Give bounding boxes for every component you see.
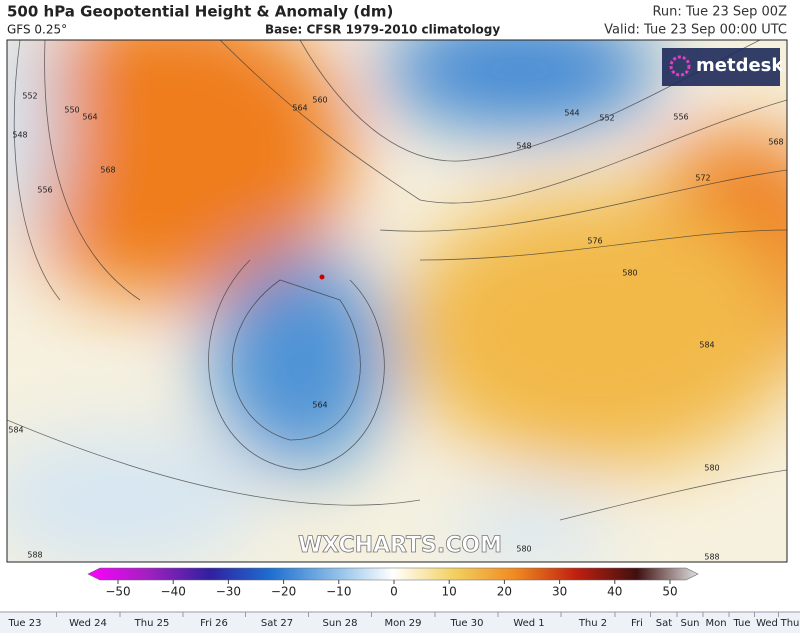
contour-label: 568 <box>100 166 115 175</box>
day-label: Fri 26 <box>200 618 228 629</box>
marker <box>319 274 325 280</box>
contour-label: 564 <box>82 113 97 122</box>
day-label: Wed <box>756 618 778 629</box>
contour-label: 588 <box>704 553 719 562</box>
contour-label: 560 <box>312 96 327 105</box>
colorbar-tick-label: 30 <box>552 585 567 599</box>
colorbar-tick-label: 50 <box>662 585 677 599</box>
day-label: Tue <box>732 618 750 629</box>
colorbar-tick-label: −10 <box>326 585 351 599</box>
contour-label: 568 <box>768 138 783 147</box>
contour-label: 552 <box>599 114 614 123</box>
contour-label: 548 <box>516 142 531 151</box>
timeline <box>0 612 800 633</box>
title: 500 hPa Geopotential Height & Anomaly (d… <box>7 3 393 21</box>
run: Run: Tue 23 Sep 00Z <box>652 5 787 20</box>
valid: Valid: Tue 23 Sep 00:00 UTC <box>604 23 787 38</box>
colorbar-tick-label: 10 <box>442 585 457 599</box>
base: Base: CFSR 1979-2010 climatology <box>265 23 500 37</box>
contour-label: 572 <box>695 174 710 183</box>
day-label: Sun <box>680 618 699 629</box>
colorbar-tick-label: −50 <box>105 585 130 599</box>
contour-label: 548 <box>12 131 27 140</box>
colorbar-tick-label: 40 <box>607 585 622 599</box>
colorbar-tick-label: 20 <box>497 585 512 599</box>
day-label: Sat <box>656 618 672 629</box>
contour-label: 584 <box>8 426 23 435</box>
colorbar <box>87 567 699 581</box>
day-label: Mon 29 <box>385 618 422 629</box>
colorbar-tick-label: −40 <box>161 585 186 599</box>
day-label: Tue 30 <box>450 618 484 629</box>
contour-label: 580 <box>704 464 719 473</box>
day-label: Thu <box>780 618 800 629</box>
day-label: Sun 28 <box>323 618 358 629</box>
contour-label: 544 <box>564 109 579 118</box>
day-label: Fri <box>631 618 643 629</box>
model: GFS 0.25° <box>7 23 67 37</box>
logo: metdesk <box>696 55 784 76</box>
day-label: Wed 1 <box>513 618 544 629</box>
day-label: Thu 2 <box>578 618 607 629</box>
map-frame <box>6 39 788 563</box>
contour-label: 564 <box>312 401 327 410</box>
contour-label: 564 <box>292 104 307 113</box>
colorbar-tick-label: −30 <box>216 585 241 599</box>
contour-label: 576 <box>587 237 602 246</box>
contour-label: 556 <box>673 113 688 122</box>
day-label: Tue 23 <box>8 618 42 629</box>
contour-label: 550 <box>64 106 79 115</box>
day-label: Sat 27 <box>261 618 293 629</box>
colorbar-tick-label: 0 <box>390 585 398 599</box>
contour-label: 552 <box>22 92 37 101</box>
map: 552 548 550 556 564 568 564 560 544 552 556 548 568 5… <box>7 40 787 562</box>
day-label: Mon <box>705 618 726 629</box>
contour-label: 588 <box>27 551 42 560</box>
contour-label: 556 <box>37 186 52 195</box>
contour-label: 584 <box>699 341 714 350</box>
contour-label: 580 <box>516 545 531 554</box>
colorbar-tick-label: −20 <box>271 585 296 599</box>
watermark: WXCHARTS.COM <box>298 533 502 558</box>
day-label: Thu 25 <box>134 618 170 629</box>
contour-label: 580 <box>622 269 637 278</box>
day-label: Wed 24 <box>69 618 107 629</box>
